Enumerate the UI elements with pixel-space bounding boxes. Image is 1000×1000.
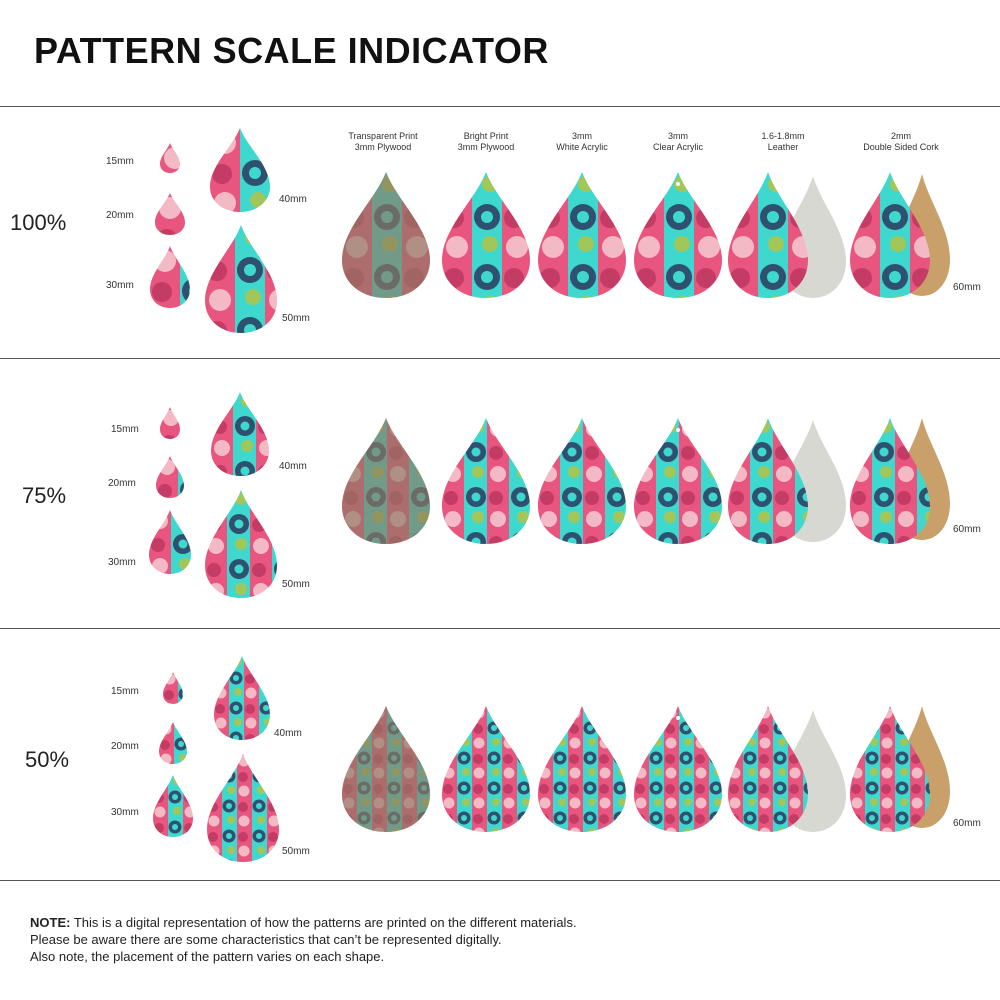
drop-white-acrylic — [538, 418, 626, 544]
divider — [0, 880, 1000, 881]
size-label-20mm: 20mm — [108, 478, 136, 489]
size-label-60mm: 60mm — [953, 282, 981, 293]
footnote: NOTE: This is a digital representation o… — [30, 914, 577, 965]
note-line-3: Also note, the placement of the pattern … — [30, 949, 385, 964]
size-label-15mm: 15mm — [111, 686, 139, 697]
size-label-30mm: 30mm — [108, 557, 136, 568]
drop-transparent-plywood — [342, 172, 430, 298]
drop-50mm — [207, 754, 279, 862]
drop-20mm — [159, 722, 187, 764]
note-line-2: Please be aware there are some character… — [30, 932, 502, 947]
size-label-40mm: 40mm — [279, 194, 307, 205]
size-label-15mm: 15mm — [111, 424, 139, 435]
size-label-40mm: 40mm — [274, 728, 302, 739]
drop-bright-plywood — [442, 418, 530, 544]
drop-bright-plywood — [442, 706, 530, 832]
divider — [0, 358, 1000, 359]
size-label-30mm: 30mm — [106, 280, 134, 291]
size-label-30mm: 30mm — [111, 807, 139, 818]
drop-15mm — [160, 143, 180, 173]
size-label-60mm: 60mm — [953, 524, 981, 535]
drop-leather — [728, 418, 808, 544]
drop-20mm — [155, 193, 185, 235]
drop-leather — [728, 706, 808, 832]
note-label: NOTE: — [30, 915, 71, 930]
drop-40mm — [210, 128, 270, 212]
material-label-transparent-plywood: Transparent Print 3mm Plywood — [348, 131, 418, 152]
drop-clear-acrylic — [634, 418, 722, 544]
drop-30mm — [149, 510, 191, 574]
drop-transparent-plywood — [342, 418, 430, 544]
size-label-60mm: 60mm — [953, 818, 981, 829]
page-title: PATTERN SCALE INDICATOR — [34, 30, 549, 71]
drop-50mm — [205, 225, 277, 333]
material-label-leather: 1.6-1.8mm Leather — [761, 131, 805, 152]
scale-label-50: 50% — [25, 747, 70, 772]
drop-bright-plywood — [442, 172, 530, 298]
size-label-50mm: 50mm — [282, 313, 310, 324]
drop-white-acrylic — [538, 172, 626, 298]
drop-40mm — [211, 392, 269, 476]
drop-cork — [850, 418, 930, 544]
material-label-clear-acrylic: 3mm Clear Acrylic — [652, 131, 703, 152]
size-label-15mm: 15mm — [106, 156, 134, 167]
size-label-20mm: 20mm — [106, 210, 134, 221]
size-label-50mm: 50mm — [282, 579, 310, 590]
drop-transparent-plywood — [342, 706, 430, 832]
drop-leather — [728, 172, 808, 298]
material-label-white-acrylic: 3mm White Acrylic — [556, 131, 608, 152]
drop-white-acrylic — [538, 706, 626, 832]
divider — [0, 628, 1000, 629]
drop-30mm — [153, 775, 193, 837]
drop-15mm — [163, 672, 183, 704]
size-label-40mm: 40mm — [279, 461, 307, 472]
size-label-50mm: 50mm — [282, 846, 310, 857]
material-label-cork: 2mm Double Sided Cork — [863, 131, 939, 152]
scale-label-100: 100% — [10, 210, 67, 235]
drop-clear-acrylic — [634, 172, 722, 298]
drop-30mm — [150, 246, 190, 308]
drop-cork — [850, 706, 930, 832]
note-line-1: This is a digital representation of how … — [73, 915, 577, 930]
drop-20mm — [156, 456, 184, 498]
drop-40mm — [214, 656, 270, 740]
divider — [0, 106, 1000, 107]
scale-label-75: 75% — [22, 483, 67, 508]
drop-15mm — [160, 407, 180, 439]
drop-cork — [850, 172, 930, 298]
material-label-bright-plywood: Bright Print 3mm Plywood — [457, 131, 515, 152]
drop-clear-acrylic — [634, 706, 722, 832]
size-label-20mm: 20mm — [111, 741, 139, 752]
drop-50mm — [205, 490, 277, 598]
